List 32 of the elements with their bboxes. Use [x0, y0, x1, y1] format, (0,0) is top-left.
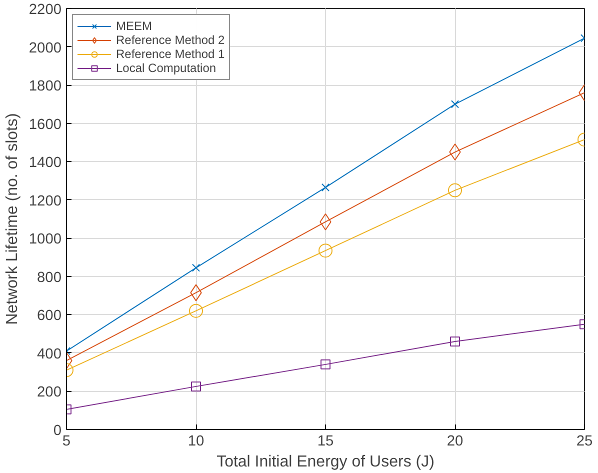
x-tick-label: 5	[62, 434, 71, 450]
point	[192, 264, 200, 272]
y-tick-label: 0	[53, 423, 62, 439]
point	[318, 244, 332, 258]
legend-label: Local Computation	[116, 61, 216, 75]
point	[450, 100, 460, 108]
y-axis-title: Network Lifetime (no. of slots)	[4, 113, 21, 325]
y-tick-label: 200	[37, 384, 62, 401]
y-tick-label: 2200	[28, 2, 62, 18]
x-tick-label: 15	[317, 434, 334, 450]
y-tick-label: 1200	[28, 193, 62, 210]
x-tick-label: 10	[188, 434, 204, 450]
point	[321, 183, 330, 192]
y-tick-label: 1000	[28, 232, 62, 248]
x-tick-label: 20	[446, 434, 464, 450]
y-tick-label: 1600	[28, 116, 62, 133]
point	[320, 359, 330, 370]
legend-label: MEEM	[116, 19, 152, 33]
point	[450, 336, 460, 346]
x-tick-label: 25	[576, 434, 593, 450]
y-tick-label: 400	[37, 346, 62, 362]
point	[448, 183, 462, 198]
y-tick-label: 1400	[28, 155, 62, 172]
y-tick-label: 600	[37, 308, 62, 324]
y-tick-label: 2000	[28, 40, 62, 56]
point	[189, 304, 203, 318]
x-axis-title: Total Initial Energy of Users (J)	[216, 454, 434, 470]
y-tick-label: 800	[37, 270, 62, 286]
legend-label: Reference Method 1	[116, 47, 225, 61]
point	[191, 381, 201, 392]
legend-label: Reference Method 2	[116, 33, 225, 47]
y-tick-label: 1800	[28, 78, 62, 95]
